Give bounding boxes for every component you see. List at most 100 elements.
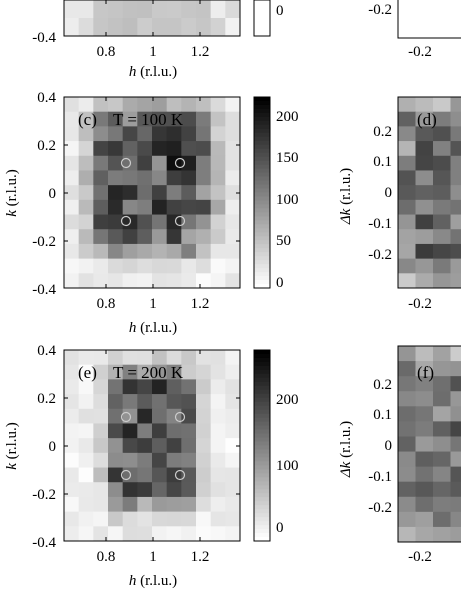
colorbar-tick-label: 100 xyxy=(276,458,299,474)
panel-label-e: (e) xyxy=(78,363,97,382)
colorbar-segment xyxy=(254,204,270,209)
heatmap-cell xyxy=(450,214,461,230)
marker-circle xyxy=(174,411,186,423)
heatmap-cell xyxy=(137,467,153,483)
heatmap-cell xyxy=(181,394,197,410)
heatmap-cell xyxy=(152,0,168,19)
heatmap-cell xyxy=(415,111,434,127)
heatmap-cell xyxy=(108,170,124,186)
heatmap-cell xyxy=(93,526,109,542)
colorbar-segment xyxy=(254,104,270,110)
colorbar-segment xyxy=(254,489,270,494)
colorbar-segment xyxy=(254,200,270,205)
heatmap-cell xyxy=(225,423,241,439)
heatmap-cell xyxy=(196,0,212,19)
heatmap-cell xyxy=(64,438,80,454)
heatmap-cell xyxy=(166,185,182,201)
xlabel-c: h (r.l.u.) xyxy=(129,320,177,336)
heatmap-cell xyxy=(122,111,138,127)
marker-circle xyxy=(120,469,132,481)
heatmap-cell xyxy=(64,155,80,171)
heatmap-cell xyxy=(415,258,434,274)
heatmap-cell xyxy=(108,111,124,127)
heatmap-cell xyxy=(108,243,124,260)
colorbar-segment xyxy=(254,124,270,130)
heatmap-cell xyxy=(196,111,212,127)
colorbar-c xyxy=(254,97,270,289)
heatmap-cell xyxy=(398,376,416,392)
xtick-label: -0.2 xyxy=(408,44,432,60)
heatmap-cell xyxy=(122,0,138,19)
panel-b-partial: -0.4 0.8 1 1.2 h (r.l.u.) 0 xyxy=(32,0,284,80)
heatmap-cell xyxy=(181,97,197,113)
heatmap-cell xyxy=(415,481,434,498)
heatmap-cell xyxy=(78,97,94,113)
heatmap-cell xyxy=(122,126,138,142)
heatmap-cell xyxy=(137,243,153,260)
heatmap-cell xyxy=(181,126,197,142)
heatmap-cell xyxy=(225,199,241,216)
heatmap-cell xyxy=(152,155,168,171)
heatmap-cell xyxy=(398,511,416,528)
heatmap-cell xyxy=(398,126,416,142)
heatmap-cell xyxy=(137,199,153,216)
heatmap-cell xyxy=(210,97,226,113)
heatmap-cell xyxy=(196,438,212,454)
heatmap-cell xyxy=(196,243,212,260)
axes-frame xyxy=(397,0,461,39)
heatmap-cell xyxy=(108,394,124,410)
xtick-label: 1 xyxy=(149,549,157,565)
heatmap-cell xyxy=(108,482,124,498)
panel-e: (e) T = 200 K 0.4 0.2 0 -0.2 -0.4 0.8 1 … xyxy=(4,343,299,589)
colorbar-segment xyxy=(254,385,270,391)
ytick-label: -0.2 xyxy=(368,500,392,516)
heatmap-cell xyxy=(225,452,241,469)
colorbar-tick-label: 200 xyxy=(276,109,299,125)
heatmap-cell xyxy=(210,364,226,380)
heatmap-cell xyxy=(225,273,241,289)
heatmap-cell xyxy=(152,97,168,113)
heatmap-cell xyxy=(78,379,94,395)
heatmap-cell xyxy=(225,97,241,113)
heatmap-cell xyxy=(122,526,138,542)
ytick-label: -0.4 xyxy=(32,30,56,46)
heatmap-cell xyxy=(93,496,109,513)
marker-circle xyxy=(120,157,132,169)
colorbar-segment xyxy=(254,160,270,166)
ylabel-f: Δk (r.l.u.) xyxy=(338,421,354,478)
heatmap-cell xyxy=(108,0,124,19)
heatmap-cell xyxy=(415,214,434,230)
axes-frame-f xyxy=(397,345,461,543)
panel-d: (d) 0.2 0.1 0 -0.1 -0.2 -0.2 Δk (r.l.u.) xyxy=(338,96,461,312)
heatmap-cell xyxy=(152,229,168,245)
heatmap-cell xyxy=(152,18,168,37)
heatmap-cell xyxy=(415,496,434,513)
heatmap-cell xyxy=(196,408,212,424)
heatmap-cell xyxy=(152,170,168,186)
heatmap-cell xyxy=(181,467,197,483)
colorbar-segment xyxy=(254,112,270,118)
colorbar-segment xyxy=(254,192,270,197)
heatmap-cell xyxy=(415,243,434,260)
heatmap-cell xyxy=(64,170,80,186)
heatmap-cell xyxy=(415,229,434,245)
colorbar-segment xyxy=(254,429,270,435)
heatmap-cell xyxy=(78,482,94,498)
heatmap-cell xyxy=(78,18,94,37)
heatmap-cell xyxy=(93,438,109,454)
heatmap-cell xyxy=(398,170,416,186)
xtick-label: 1 xyxy=(149,44,157,60)
heatmap-cell xyxy=(137,0,153,19)
panel-label-d: (d) xyxy=(417,110,437,129)
heatmap-cell xyxy=(93,364,109,380)
heatmap-cell xyxy=(415,511,434,528)
heatmap-cell xyxy=(166,229,182,245)
heatmap-cell xyxy=(196,18,212,37)
heatmap-cell xyxy=(137,526,153,542)
heatmap-cell xyxy=(210,214,226,230)
colorbar-segment xyxy=(254,236,270,241)
heatmap-cell xyxy=(122,170,138,186)
heatmap-cell xyxy=(225,379,241,395)
heatmap-cell xyxy=(64,185,80,201)
heatmap-cell xyxy=(166,511,182,527)
